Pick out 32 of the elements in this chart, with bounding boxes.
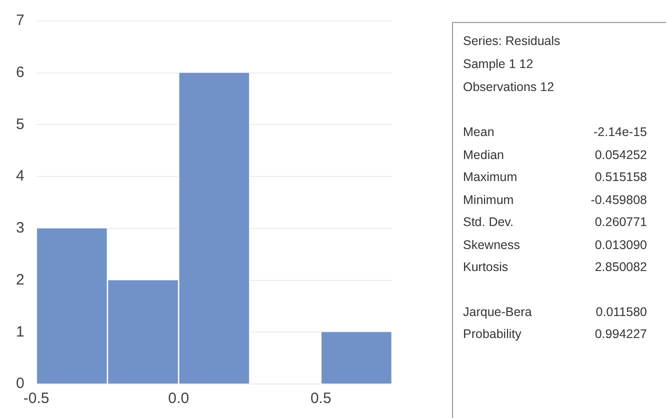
text: 0.011580 (594, 304, 647, 320)
x-tick-label: -0.5 (23, 390, 50, 408)
text: Mean (463, 124, 496, 141)
y-tick-label: 1 (16, 323, 24, 340)
y-tick-label: 0 (16, 375, 24, 392)
text: Maximum (463, 169, 518, 186)
y-tick-label: 5 (16, 116, 24, 133)
text: Std. Dev. (463, 214, 514, 231)
text: 2.850082 (594, 259, 647, 276)
text: 0.054252 (594, 146, 647, 164)
text: Series: Residuals (463, 33, 562, 50)
text: Median (463, 146, 505, 164)
y-tick-label: 3 (16, 220, 24, 237)
text: 0.260771 (594, 214, 647, 231)
text: Probability (463, 326, 522, 343)
text: 0.013090 (594, 236, 647, 254)
text: Skewness (463, 236, 521, 254)
text: 0.515158 (594, 169, 647, 186)
y-tick-label: 6 (16, 64, 24, 81)
text: Minimum (463, 192, 515, 208)
y-tick-label: 2 (16, 271, 24, 288)
x-tick-label: 0.0 (168, 390, 190, 408)
text: Sample 1 12 (463, 56, 534, 73)
text: -0.459808 (590, 192, 647, 208)
text: 0.994227 (594, 326, 647, 343)
y-tick-label: 7 (16, 12, 24, 30)
y-tick-label: 4 (16, 168, 24, 185)
text: Observations 12 (463, 79, 556, 96)
text: Jarque-Bera (463, 304, 533, 321)
x-tick-label: 0.5 (310, 390, 332, 408)
text: -2.14e-15 (592, 124, 647, 141)
text: Kurtosis (463, 259, 510, 276)
